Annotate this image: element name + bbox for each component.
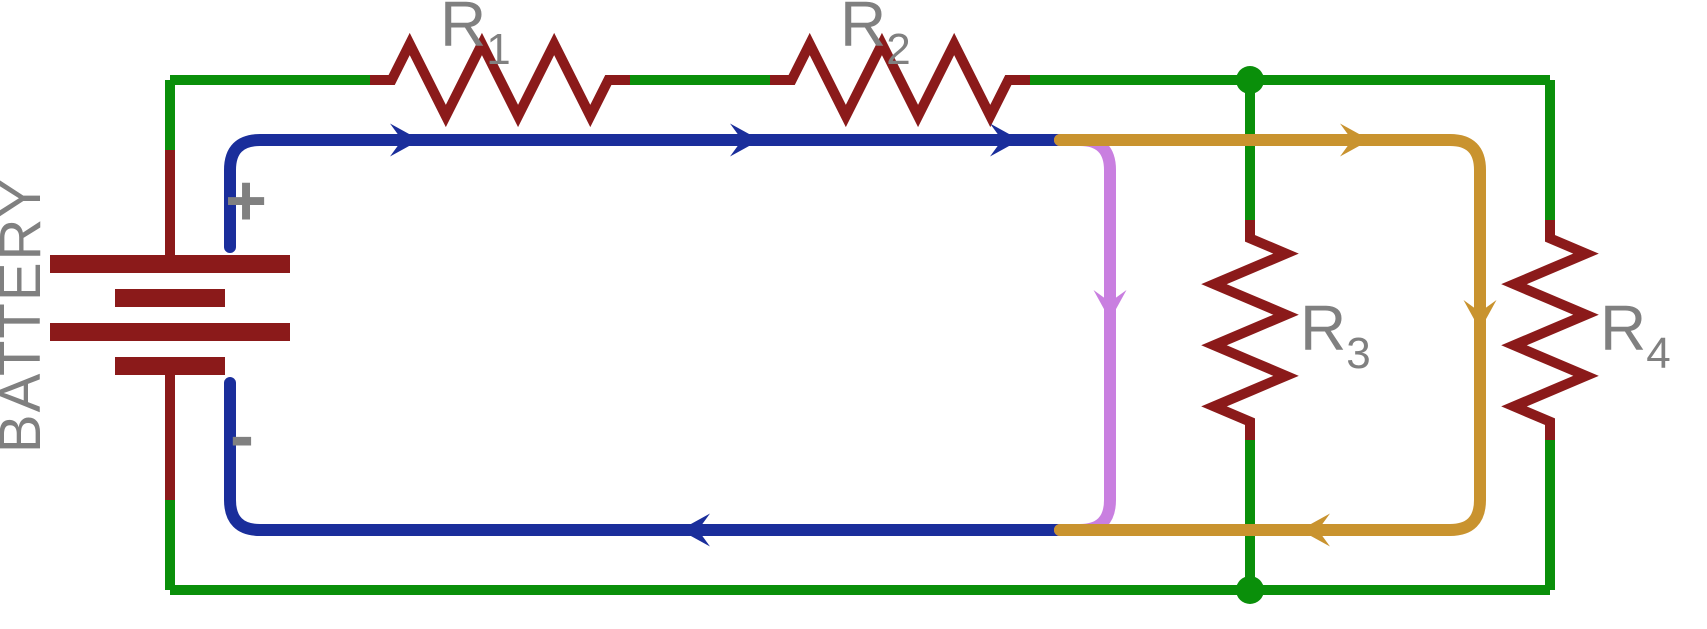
label-r4: R4 [1600, 292, 1671, 378]
resistor-r3 [1214, 220, 1286, 440]
flow-purple [1060, 140, 1110, 530]
node-top [1236, 66, 1264, 94]
flow-blue-top [230, 140, 1060, 247]
label-minus: - [230, 396, 254, 476]
circuit-diagram: R1R2R3R4+-BATTERY [0, 0, 1707, 629]
flow-gold [1060, 140, 1480, 530]
label-battery: BATTERY [0, 177, 53, 453]
flow-blue-bot [230, 383, 1060, 530]
node-bottom [1236, 576, 1264, 604]
resistor-r4 [1514, 220, 1586, 440]
label-plus: + [225, 161, 267, 241]
label-r3: R3 [1300, 292, 1371, 378]
